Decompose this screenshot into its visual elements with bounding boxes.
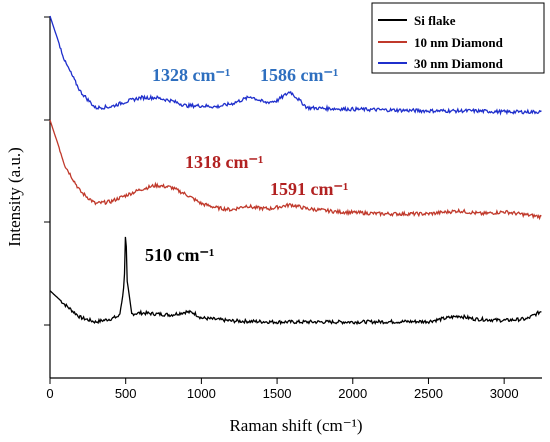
series-line-30-nm-diamond: [49, 15, 542, 116]
series-line-si-flake: [49, 236, 542, 326]
x-tick-label-0: 0: [46, 386, 53, 401]
x-tick-label-1500: 1500: [263, 386, 292, 401]
y-ticks: [44, 16, 50, 326]
legend-label-10nm-diamond: 10 nm Diamond: [414, 35, 504, 50]
annotation-1586: 1586 cm⁻¹: [260, 65, 338, 85]
x-tick-label-500: 500: [115, 386, 137, 401]
legend-label-si-flake: Si flake: [414, 13, 456, 28]
x-tick-label-3000: 3000: [490, 386, 519, 401]
y-axis-title: Intensity (a.u.): [5, 147, 24, 247]
annotation-1328: 1328 cm⁻¹: [152, 65, 230, 85]
series-layer: [49, 15, 542, 326]
x-tick-label-1000: 1000: [187, 386, 216, 401]
legend-label-30nm-diamond: 30 nm Diamond: [414, 56, 504, 71]
x-tick-label-2500: 2500: [414, 386, 443, 401]
legend-box: [371, 2, 545, 74]
annotation-1591: 1591 cm⁻¹: [270, 179, 348, 199]
x-tick-label-2000: 2000: [338, 386, 367, 401]
annotation-510: 510 cm⁻¹: [145, 245, 214, 265]
x-axis-title: Raman shift (cm⁻¹): [229, 416, 362, 435]
annotation-1318: 1318 cm⁻¹: [185, 152, 263, 172]
legend: Si flake 10 nm Diamond 30 nm Diamond: [371, 2, 545, 74]
x-ticks: 0 500 1000 1500 2000 2500 3000: [46, 378, 519, 401]
series-line-10-nm-diamond: [49, 119, 542, 221]
